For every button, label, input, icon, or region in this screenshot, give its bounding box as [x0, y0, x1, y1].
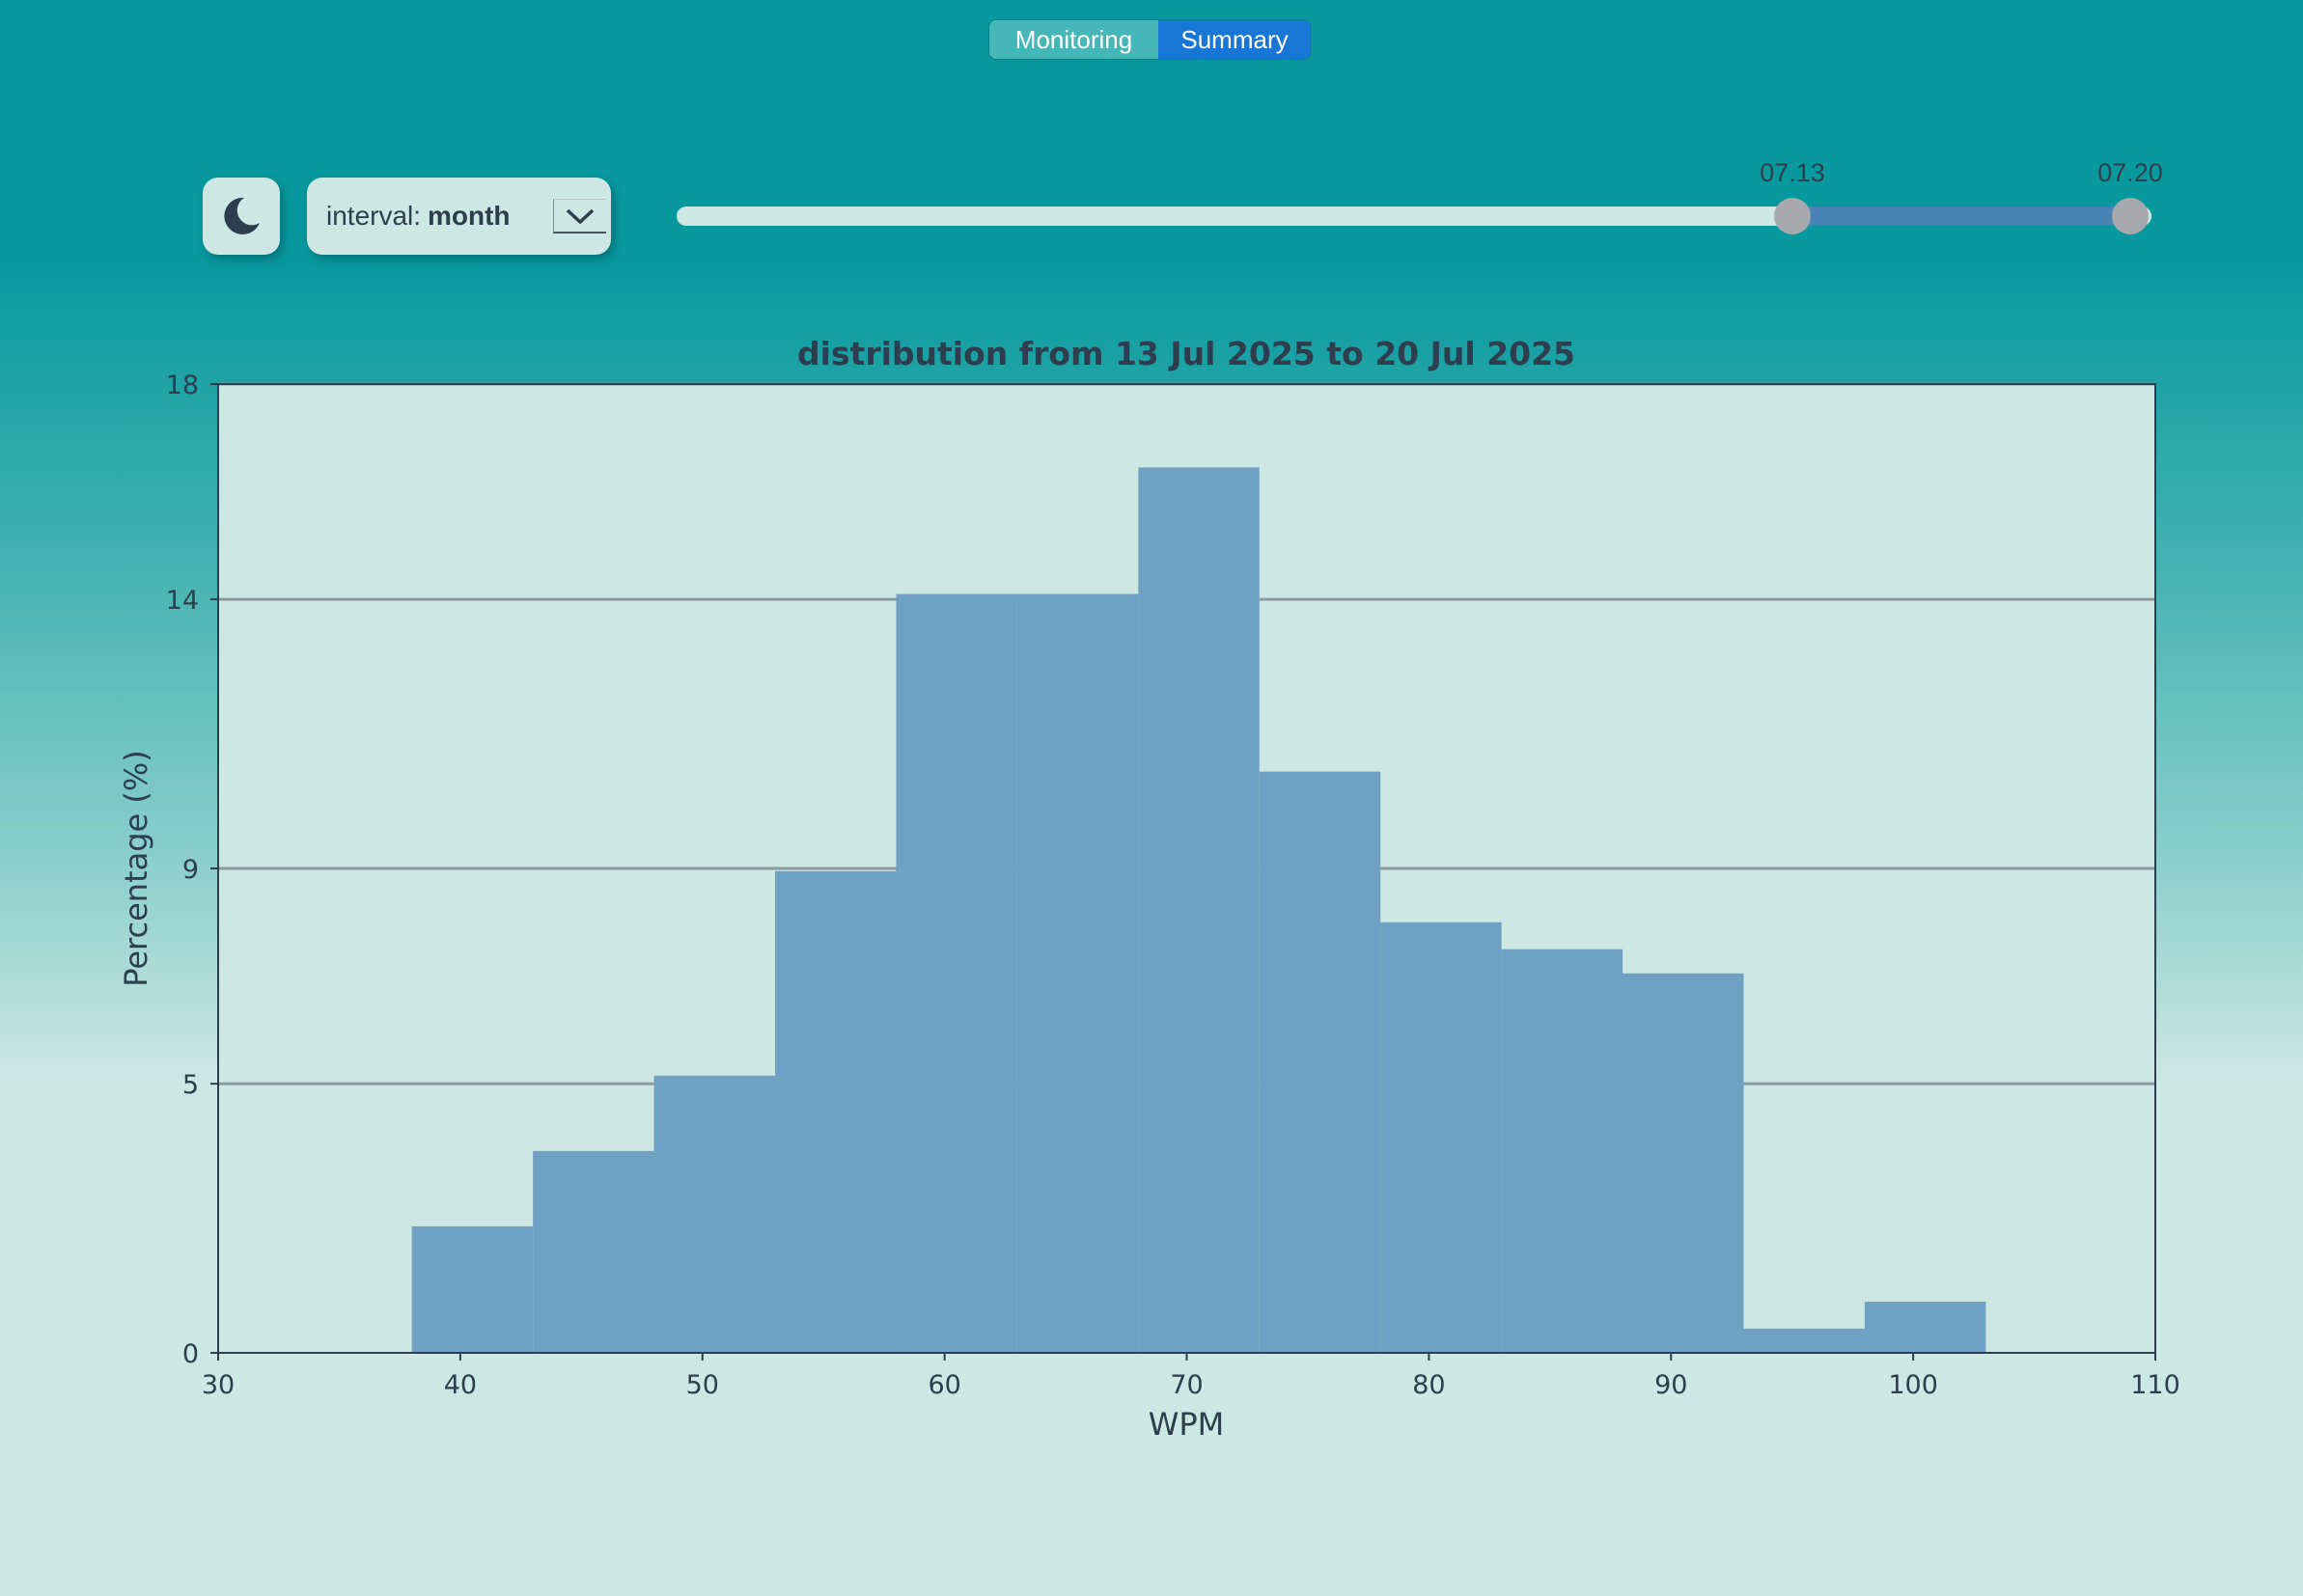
histogram-bar	[1138, 467, 1260, 1353]
y-tick-label: 18	[166, 371, 199, 400]
x-tick-label: 110	[2130, 1370, 2180, 1400]
x-tick-label: 60	[928, 1370, 960, 1400]
interval-value: month	[428, 201, 511, 231]
x-tick-label: 80	[1412, 1370, 1445, 1400]
histogram-bar	[1259, 771, 1381, 1353]
slider-start-label: 07.13	[1760, 158, 1825, 187]
y-axis-label: Percentage (%)	[118, 750, 154, 987]
chevron-down-icon[interactable]	[553, 199, 606, 234]
histogram-bar	[1623, 973, 1744, 1353]
x-tick-label: 100	[1888, 1370, 1938, 1400]
tab-summary[interactable]: Summary	[1158, 20, 1311, 59]
tab-monitoring[interactable]: Monitoring	[989, 20, 1158, 59]
y-tick-label: 14	[166, 586, 199, 616]
slider-end-label: 07.20	[2097, 158, 2163, 187]
x-tick-label: 70	[1170, 1370, 1203, 1400]
view-switch: Monitoring Summary	[989, 20, 1311, 59]
x-tick-label: 50	[686, 1370, 719, 1400]
histogram-bar	[775, 870, 897, 1353]
x-tick-label: 90	[1654, 1370, 1687, 1400]
date-range-selection	[1792, 206, 2130, 226]
interval-select[interactable]: interval: month	[307, 178, 611, 255]
histogram-bar	[1380, 922, 1502, 1353]
x-tick-label: 30	[202, 1370, 235, 1400]
theme-toggle-button[interactable]	[203, 178, 280, 255]
histogram-bar	[533, 1150, 654, 1353]
y-tick-label: 0	[182, 1339, 199, 1369]
y-tick-label: 9	[182, 855, 199, 885]
histogram-bar	[1743, 1328, 1865, 1353]
slider-end-handle[interactable]	[2112, 198, 2149, 234]
histogram-bar	[1864, 1302, 1986, 1353]
slider-start-handle[interactable]	[1774, 198, 1811, 234]
histogram-bar	[411, 1225, 534, 1353]
histogram-bar	[1016, 593, 1139, 1353]
y-tick-label: 5	[182, 1070, 199, 1100]
histogram-bar	[653, 1075, 776, 1353]
histogram-bar	[1501, 949, 1623, 1353]
histogram-bar	[896, 593, 1017, 1353]
x-axis-label: WPM	[1149, 1406, 1225, 1443]
x-tick-label: 40	[444, 1370, 477, 1400]
wpm-histogram: distribution from 13 Jul 2025 to 20 Jul …	[118, 335, 2180, 1443]
chart-title: distribution from 13 Jul 2025 to 20 Jul …	[797, 335, 1575, 372]
moon-icon	[224, 197, 260, 234]
interval-label: interval:	[326, 201, 422, 231]
